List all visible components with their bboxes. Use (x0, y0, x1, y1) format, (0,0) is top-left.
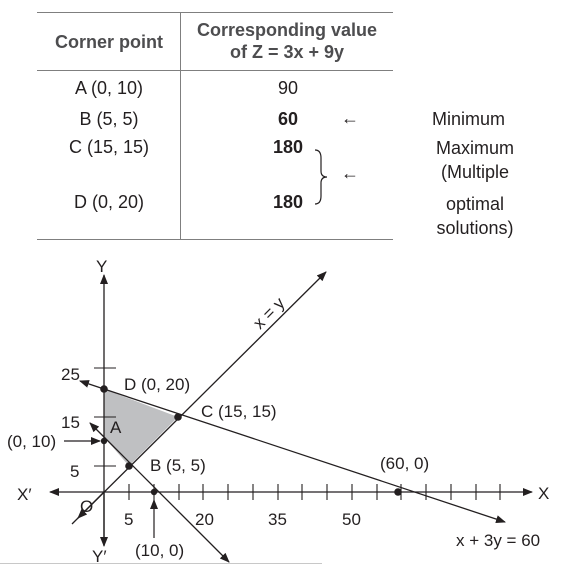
label-line-xy: x = y (249, 293, 289, 333)
y-tick-15: 15 (61, 413, 80, 432)
row-a-value: 90 (277, 78, 299, 98)
point-d (100, 385, 108, 393)
max-note-1: Maximum (435, 138, 514, 158)
line-x-equals-y (71, 271, 327, 525)
label-10-0: (10, 0) (135, 541, 184, 560)
x-neg-axis-label: X′ (17, 485, 32, 504)
table-header-rule (37, 70, 393, 71)
x-tick-50: 50 (342, 510, 361, 529)
row-b-arrow: ← (341, 108, 359, 128)
max-note-4: solutions) (436, 218, 514, 238)
point-10-0 (150, 488, 158, 496)
point-a (100, 437, 108, 445)
x-tick-5: 5 (124, 510, 133, 529)
point-b (125, 462, 133, 470)
x-tick-35: 35 (268, 510, 287, 529)
label-b: B (5, 5) (150, 456, 206, 475)
label-60-0: (60, 0) (380, 454, 429, 473)
x-axis-label: X (538, 484, 549, 503)
row-c-point: C (15, 15) (68, 137, 150, 157)
y-tick-marks (94, 367, 116, 467)
table-column-divider (180, 12, 181, 239)
point-c (174, 413, 182, 421)
max-note-2: (Multiple (440, 162, 510, 182)
table-top-rule (37, 12, 393, 13)
label-a-coord: (0, 10) (7, 432, 56, 451)
header-corner-point: Corner point (55, 32, 163, 52)
line-c1-ext (89, 422, 105, 438)
row-b-note: Minimum (432, 109, 506, 129)
label-a: A (110, 418, 122, 437)
y-neg-axis-label: Y′ (92, 547, 107, 566)
brace-icon (314, 149, 328, 205)
line-x-plus-3y-ext (79, 380, 105, 390)
y-axis-label: Y (96, 257, 107, 276)
line-c1 (103, 436, 230, 563)
table-bottom-rule (37, 239, 393, 240)
label-line-x-plus-3y: x + 3y = 60 (456, 531, 540, 550)
label-c: C (15, 15) (201, 402, 277, 421)
header-value-line2: of Z = 3x + 9y (229, 42, 345, 62)
label-d: D (0, 20) (124, 375, 190, 394)
lpp-graph: Y Y′ X X′ O 25 15 5 5 20 35 50 D (0, 20)… (7, 257, 549, 566)
row-a-point: A (0, 10) (74, 78, 144, 98)
origin-label: O (80, 497, 93, 516)
line-x-plus-3y (103, 388, 506, 523)
max-note-3: optimal (445, 194, 505, 214)
figure-bottom-rule (0, 563, 322, 564)
row-d-point: D (0, 20) (73, 192, 145, 212)
point-60-0 (394, 488, 402, 496)
x-tick-marks (128, 484, 501, 500)
row-d-value: 180 (272, 192, 304, 212)
header-value-line1: Corresponding value (196, 20, 378, 40)
row-c-value: 180 (272, 137, 304, 157)
row-b-value: 60 (277, 109, 299, 129)
brace-arrow: ← (341, 163, 359, 183)
feasible-region (104, 389, 178, 466)
line-x-equals-y-tail (77, 491, 105, 519)
row-b-point: B (5, 5) (79, 109, 139, 129)
x-tick-20: 20 (195, 510, 214, 529)
y-tick-25: 25 (61, 365, 80, 384)
y-tick-5: 5 (70, 462, 79, 481)
